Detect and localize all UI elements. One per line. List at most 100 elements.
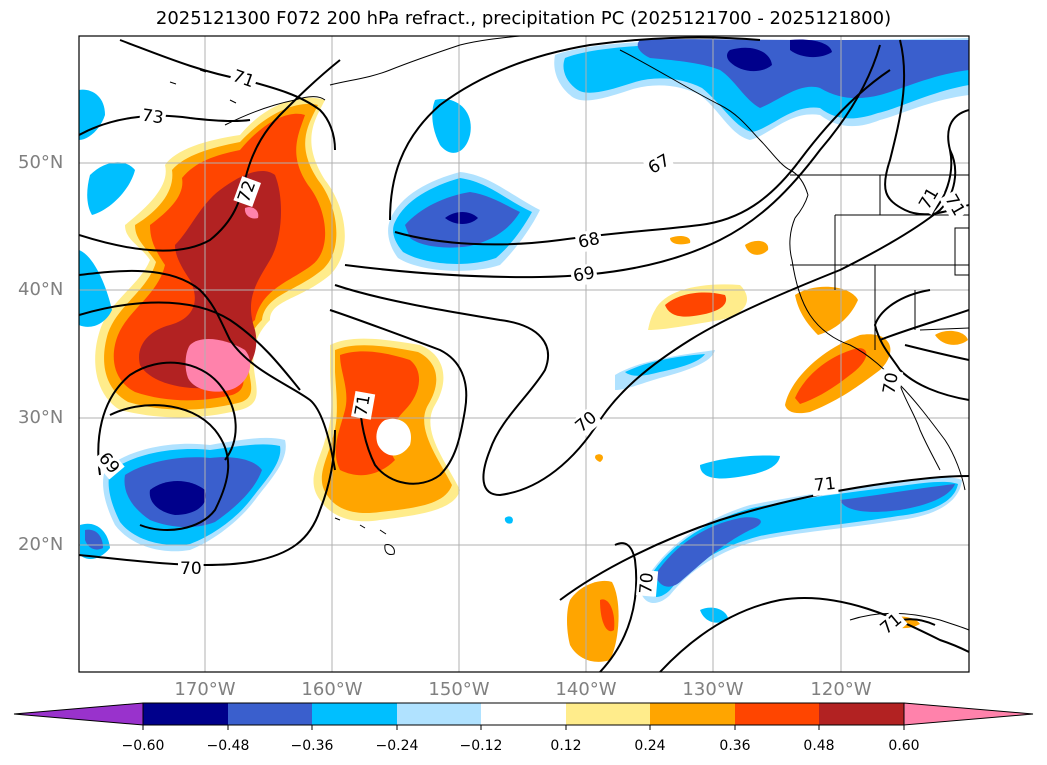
- contour-label-bg: [875, 608, 908, 641]
- lon-label: 130°W: [682, 679, 744, 700]
- refractivity-contours: [79, 36, 969, 672]
- colorbar-tick-label: 0.36: [719, 738, 751, 754]
- colorbar-bin: [566, 703, 650, 725]
- precip-red-east1: [665, 292, 727, 317]
- contour-label: 70: [879, 371, 902, 396]
- colorbar-bin: [735, 703, 819, 725]
- contour-71-east: [559, 475, 969, 601]
- precip-neg-band-blue: [655, 517, 761, 587]
- colorbar-bin: [819, 703, 904, 725]
- contour-label: 70: [180, 559, 202, 579]
- contour-71-coast: [879, 309, 969, 361]
- precip-pink-small: [244, 207, 259, 219]
- contour-69: [97, 361, 237, 476]
- bc-coast: [794, 194, 809, 219]
- precip-pink-west: [185, 338, 251, 392]
- colorbar-tick-label: −0.24: [375, 738, 419, 754]
- colorbar-tick-label: −0.48: [206, 738, 250, 754]
- precip-neg-north-navy-b: [790, 39, 832, 58]
- contour-71-north: [119, 39, 336, 151]
- precip-neg-small-top: [432, 99, 471, 153]
- lat-label: 30°N: [18, 407, 64, 428]
- lat-label: 20°N: [18, 534, 64, 555]
- precip-orange-ca: [795, 286, 858, 335]
- contour-label: 67: [645, 150, 674, 178]
- precip-orange-small-a: [670, 235, 691, 245]
- contour-label-bg: [574, 228, 604, 254]
- contour-70-west: [79, 301, 301, 391]
- contour-label-bg: [635, 569, 659, 597]
- lon-label: 120°W: [810, 679, 872, 700]
- precip-darkred-west: [139, 170, 282, 389]
- hawaii: [334, 517, 395, 555]
- contour-label: 69: [572, 263, 597, 286]
- alaska-panhandle: [619, 49, 809, 196]
- precip-neg-north-navy-a: [727, 47, 772, 72]
- precip-neg-dot: [504, 516, 513, 524]
- contour-label: 70: [636, 572, 658, 595]
- colorbar-tick-label: −0.60: [121, 738, 165, 754]
- colorbar-frame: [142, 702, 905, 726]
- precip-orange-small-b: [745, 240, 769, 255]
- contour-label-bg: [178, 559, 204, 579]
- contour-67: [389, 36, 761, 221]
- precip-fields: [79, 38, 969, 662]
- contour-71-west: [79, 269, 336, 471]
- contour-label-bg: [233, 176, 262, 208]
- colorbar-extend-right: [903, 702, 1034, 726]
- map-title: 2025121300 F072 200 hPa refract., precip…: [155, 8, 892, 29]
- colorbar-bin: [312, 703, 397, 725]
- colorbar-bin: [228, 703, 312, 725]
- contour-70-east: [599, 542, 969, 672]
- lon-label: 170°W: [174, 679, 236, 700]
- precip-neg-sw-navy: [149, 481, 206, 515]
- contour-72-ne: [884, 39, 969, 216]
- contour-label-bg: [914, 182, 945, 215]
- contour-71-mid: [329, 309, 468, 485]
- contour-label-bg: [811, 473, 839, 497]
- contour-label: 71: [915, 184, 943, 213]
- contour-70-coast: [873, 289, 969, 401]
- colorbar-bin: [481, 703, 566, 725]
- contour-label-bg: [569, 262, 599, 287]
- contour-70-sw: [79, 429, 336, 566]
- contour-label: 71: [813, 474, 837, 496]
- precip-red-south: [600, 599, 615, 632]
- colorbar-tick-label: −0.12: [459, 738, 503, 754]
- lon-label: 150°W: [428, 679, 490, 700]
- graticule: [79, 36, 969, 672]
- colorbar-bin: [143, 703, 228, 725]
- colorbar-tick-label: 0.48: [803, 738, 835, 754]
- colorbar-tick-label: 0.60: [888, 738, 920, 754]
- contour-label-bg: [138, 105, 167, 129]
- contour-label-bg: [879, 369, 904, 398]
- contour-label-group: 71 73 72 67 68 69 71 70 69 70 71 70 71 7…: [92, 65, 970, 641]
- contour-label-bg: [92, 447, 125, 480]
- contour-label: 68: [576, 229, 601, 253]
- contour-73: [79, 114, 251, 136]
- islands-misc: [169, 69, 237, 104]
- contour-label: 70: [572, 408, 601, 437]
- colorbar-tick-label: −0.36: [290, 738, 334, 754]
- contour-label-bg: [351, 391, 376, 420]
- precip-neg-mid-c: [700, 455, 780, 479]
- contour-68: [394, 69, 891, 246]
- map-frame: [78, 35, 970, 673]
- colorbar-bin: [397, 703, 481, 725]
- colorbar-tick-label: 0.12: [550, 738, 582, 754]
- us-west-coast: [789, 217, 966, 491]
- contour-label-bg: [939, 189, 970, 222]
- colorbar-bin: [650, 703, 735, 725]
- precip-red-central: [335, 351, 420, 476]
- precip-orange-small-c: [935, 330, 968, 345]
- precip-neg-west-c: [87, 162, 135, 215]
- precip-orange-small-e: [595, 454, 603, 462]
- colorbar: [13, 702, 1034, 730]
- contour-label-bg: [570, 406, 603, 439]
- precip-neg-mid-b: [625, 354, 705, 376]
- mexico-coast: [849, 612, 969, 631]
- precip-neg-west-a: [79, 89, 105, 140]
- precip-neg-center-navy: [445, 212, 478, 224]
- lat-label: 40°N: [18, 279, 64, 300]
